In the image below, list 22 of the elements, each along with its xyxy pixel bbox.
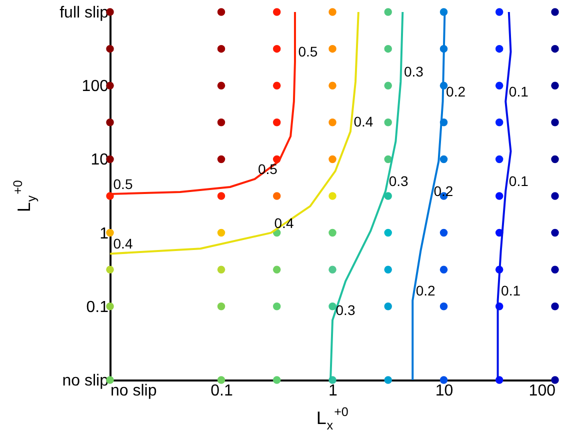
annotation: 0.5	[113, 176, 133, 192]
y-tick-label: full slip	[60, 4, 109, 22]
y-tick-label: 0.1	[86, 298, 109, 316]
y-axis-title: Ly+0	[10, 180, 38, 212]
x-tick-label: no slip	[110, 382, 157, 400]
annotation: 0.1	[508, 172, 529, 189]
annotation: 0.2	[434, 183, 454, 200]
annotation: 0.3	[336, 302, 356, 318]
annotation: 0.1	[508, 84, 529, 100]
annotation: 0.2	[416, 282, 436, 299]
annotation: 0.4	[113, 236, 133, 252]
x-tick-label: 1	[328, 382, 338, 400]
x-tick-label: 100	[528, 382, 556, 400]
annotation: 0.3	[404, 64, 424, 80]
annotation: 0.1	[501, 282, 521, 299]
x-tick-label: 10	[435, 382, 454, 400]
annotation: 0.3	[388, 172, 409, 189]
annotation: 0.5	[298, 44, 318, 60]
x-tick-label: 0.1	[210, 382, 233, 400]
annotation: 0.4	[354, 113, 374, 130]
y-tick-label: 1	[100, 225, 109, 242]
annotation: 0.2	[446, 84, 466, 100]
